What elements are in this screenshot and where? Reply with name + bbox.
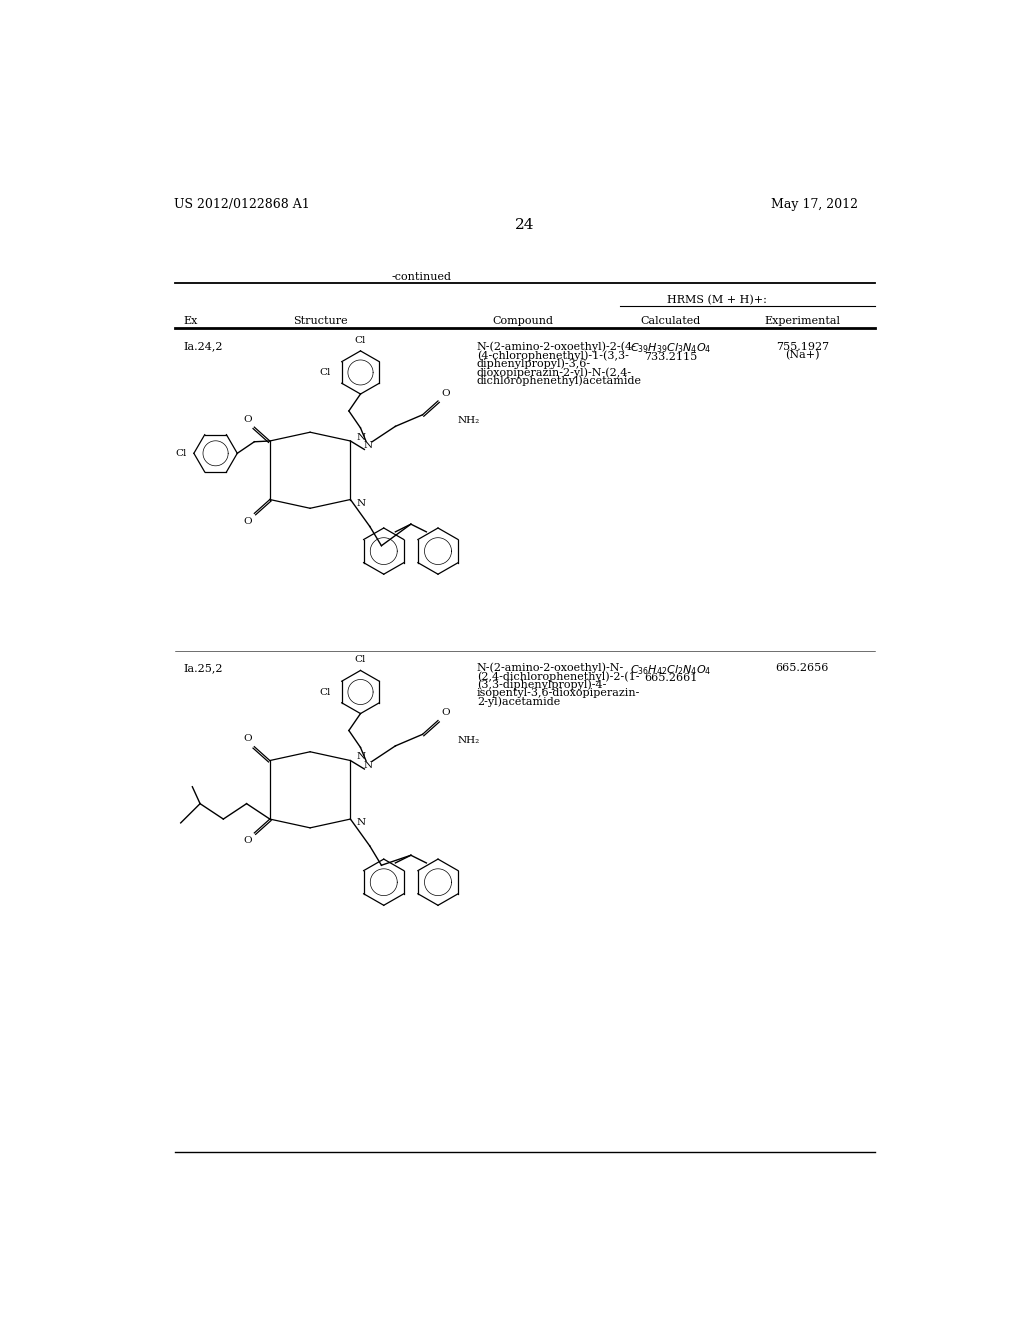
Text: O: O [244,734,253,743]
Text: HRMS (M + H)+:: HRMS (M + H)+: [667,294,767,305]
Text: (2,4-dichlorophenethyl)-2-(1-: (2,4-dichlorophenethyl)-2-(1- [477,671,639,682]
Text: isopentyl-3,6-dioxopiperazin-: isopentyl-3,6-dioxopiperazin- [477,688,640,698]
Text: N: N [356,433,366,442]
Text: $C_{36}H_{42}Cl_2N_4O_4$: $C_{36}H_{42}Cl_2N_4O_4$ [630,663,712,677]
Text: (3,3-diphenylpropyl)-4-: (3,3-diphenylpropyl)-4- [477,680,606,690]
Text: 733.2115: 733.2115 [644,351,697,362]
Text: $C_{39}H_{39}Cl_3N_4O_4$: $C_{39}H_{39}Cl_3N_4O_4$ [630,342,712,355]
Text: dichlorophenethyl)acetamide: dichlorophenethyl)acetamide [477,376,642,387]
Text: Cl: Cl [354,335,367,345]
Text: Compound: Compound [493,317,554,326]
Text: Cl: Cl [319,688,331,697]
Text: Cl: Cl [354,655,367,664]
Text: Cl: Cl [175,449,186,458]
Text: -continued: -continued [391,272,452,282]
Text: US 2012/0122868 A1: US 2012/0122868 A1 [174,198,310,211]
Text: NH₂: NH₂ [458,737,479,744]
Text: 24: 24 [515,218,535,232]
Text: Calculated: Calculated [640,317,700,326]
Text: O: O [244,414,253,424]
Text: N-(2-amino-2-oxoethyl)-2-(4-: N-(2-amino-2-oxoethyl)-2-(4- [477,342,637,352]
Text: (Na+): (Na+) [785,350,819,360]
Text: O: O [244,516,253,525]
Text: Ex: Ex [183,317,199,326]
Text: N: N [364,441,373,450]
Text: O: O [441,389,451,397]
Text: NH₂: NH₂ [458,417,479,425]
Text: Ia.24,2: Ia.24,2 [183,342,223,351]
Text: N: N [356,818,366,828]
Text: 755.1927: 755.1927 [776,342,828,351]
Text: N: N [356,499,366,508]
Text: 665.2656: 665.2656 [775,663,829,673]
Text: diphenylpropyl)-3,6-: diphenylpropyl)-3,6- [477,359,591,370]
Text: dioxopiperazin-2-yl)-N-(2,4-: dioxopiperazin-2-yl)-N-(2,4- [477,367,632,378]
Text: Structure: Structure [293,317,347,326]
Text: N: N [364,760,373,770]
Text: May 17, 2012: May 17, 2012 [771,198,858,211]
Text: 2-yl)acetamide: 2-yl)acetamide [477,697,560,708]
Text: Cl: Cl [319,368,331,378]
Text: Experimental: Experimental [764,317,841,326]
Text: (4-chlorophenethyl)-1-(3,3-: (4-chlorophenethyl)-1-(3,3- [477,350,629,360]
Text: N-(2-amino-2-oxoethyl)-N-: N-(2-amino-2-oxoethyl)-N- [477,663,624,673]
Text: O: O [441,709,451,717]
Text: 665.2661: 665.2661 [644,673,697,682]
Text: Ia.25,2: Ia.25,2 [183,663,223,673]
Text: O: O [244,836,253,845]
Text: N: N [356,752,366,762]
